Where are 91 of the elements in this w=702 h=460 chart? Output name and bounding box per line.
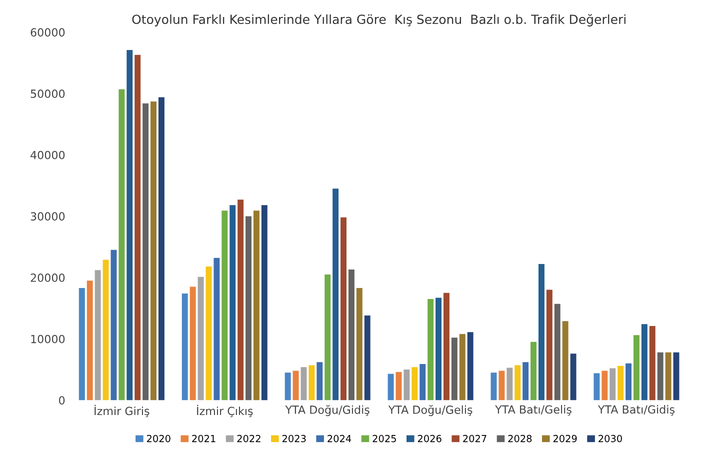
bar bbox=[142, 103, 149, 400]
bar bbox=[459, 334, 466, 400]
bar bbox=[238, 200, 244, 400]
bar bbox=[364, 316, 370, 400]
bar bbox=[546, 290, 552, 400]
x-tick-label: YTA Doğu/Gidiş bbox=[285, 405, 370, 416]
y-tick-label: 50000 bbox=[30, 90, 65, 98]
chart-title: Otoyolun Farklı Kesimlerinde Yıllara Göre Kış Sezonu Bazlı o.b. Trafik Değerleri bbox=[132, 14, 626, 26]
bar bbox=[332, 188, 339, 400]
bar bbox=[506, 368, 513, 400]
bar bbox=[618, 366, 624, 400]
bar bbox=[253, 210, 260, 400]
legend-label: 2023 bbox=[282, 434, 306, 442]
bar bbox=[522, 362, 529, 400]
bar bbox=[610, 368, 616, 400]
legend-label: 2029 bbox=[553, 434, 577, 442]
bar bbox=[451, 338, 458, 400]
bar bbox=[420, 364, 426, 400]
x-tick-label: YTA Doğu/Geliş bbox=[388, 405, 472, 416]
bar bbox=[230, 205, 236, 400]
bar bbox=[388, 374, 394, 400]
bar bbox=[324, 274, 331, 400]
bar bbox=[284, 372, 291, 400]
y-tick-label: 0 bbox=[59, 396, 65, 405]
x-tick-label: İzmir Çıkış bbox=[197, 404, 253, 418]
bar bbox=[308, 365, 315, 400]
legend-label: 2025 bbox=[372, 434, 396, 442]
bar bbox=[118, 89, 125, 400]
x-tick-label: YTA Batı/Geliş bbox=[495, 405, 572, 416]
bar bbox=[198, 276, 204, 400]
bar bbox=[94, 270, 101, 400]
bar bbox=[490, 372, 497, 400]
y-tick-label: 10000 bbox=[31, 334, 65, 344]
bar bbox=[340, 217, 346, 400]
bar bbox=[626, 363, 632, 400]
bar bbox=[412, 367, 418, 400]
bar bbox=[348, 270, 354, 400]
bar bbox=[158, 97, 164, 400]
y-tick-label: 60000 bbox=[30, 28, 65, 37]
bar bbox=[436, 298, 442, 400]
bar bbox=[182, 293, 188, 400]
bar bbox=[396, 372, 402, 400]
bar bbox=[261, 205, 268, 400]
bar bbox=[554, 304, 560, 400]
bar bbox=[649, 326, 656, 400]
y-tick-label: 20000 bbox=[30, 274, 65, 282]
y-tick-label: 30000 bbox=[30, 212, 65, 221]
legend-label: 2020 bbox=[146, 434, 170, 442]
bar bbox=[86, 280, 93, 400]
y-tick-label: 40000 bbox=[30, 150, 65, 160]
bar bbox=[633, 335, 640, 400]
bar bbox=[404, 370, 410, 400]
legend-label: 2030 bbox=[598, 434, 622, 442]
legend-label: 2022 bbox=[237, 434, 260, 442]
bar bbox=[530, 342, 537, 400]
bar bbox=[134, 54, 141, 400]
bar bbox=[538, 264, 544, 400]
bar bbox=[498, 370, 505, 400]
legend-label: 2021 bbox=[192, 434, 216, 442]
bar bbox=[190, 286, 196, 400]
legend-label: 2028 bbox=[508, 434, 532, 442]
bar bbox=[206, 266, 212, 400]
bar bbox=[78, 288, 85, 400]
bar bbox=[222, 210, 228, 400]
x-tick-label: YTA Batı/Gidiş bbox=[598, 405, 674, 416]
bar bbox=[570, 354, 576, 400]
bar bbox=[673, 352, 680, 400]
bar bbox=[110, 250, 117, 400]
bar bbox=[514, 365, 521, 400]
bar bbox=[150, 102, 156, 400]
legend-label: 2024 bbox=[328, 434, 352, 442]
bar bbox=[467, 332, 474, 400]
bar bbox=[641, 324, 648, 400]
bar bbox=[214, 258, 220, 400]
bar bbox=[316, 362, 323, 400]
bar bbox=[246, 216, 252, 400]
bar bbox=[443, 292, 450, 400]
bar bbox=[665, 352, 672, 400]
bar bbox=[292, 370, 299, 400]
legend-label: 2026 bbox=[418, 434, 442, 442]
bar bbox=[657, 352, 664, 400]
bar bbox=[602, 370, 608, 400]
bar bbox=[102, 260, 109, 400]
bar bbox=[356, 288, 362, 400]
x-tick-label: İzmir Giriş bbox=[94, 404, 150, 418]
bar bbox=[428, 299, 434, 400]
bar bbox=[594, 373, 600, 400]
bar bbox=[562, 321, 568, 400]
legend-label: 2027 bbox=[463, 434, 486, 442]
bar bbox=[300, 367, 307, 400]
bar bbox=[126, 50, 133, 400]
